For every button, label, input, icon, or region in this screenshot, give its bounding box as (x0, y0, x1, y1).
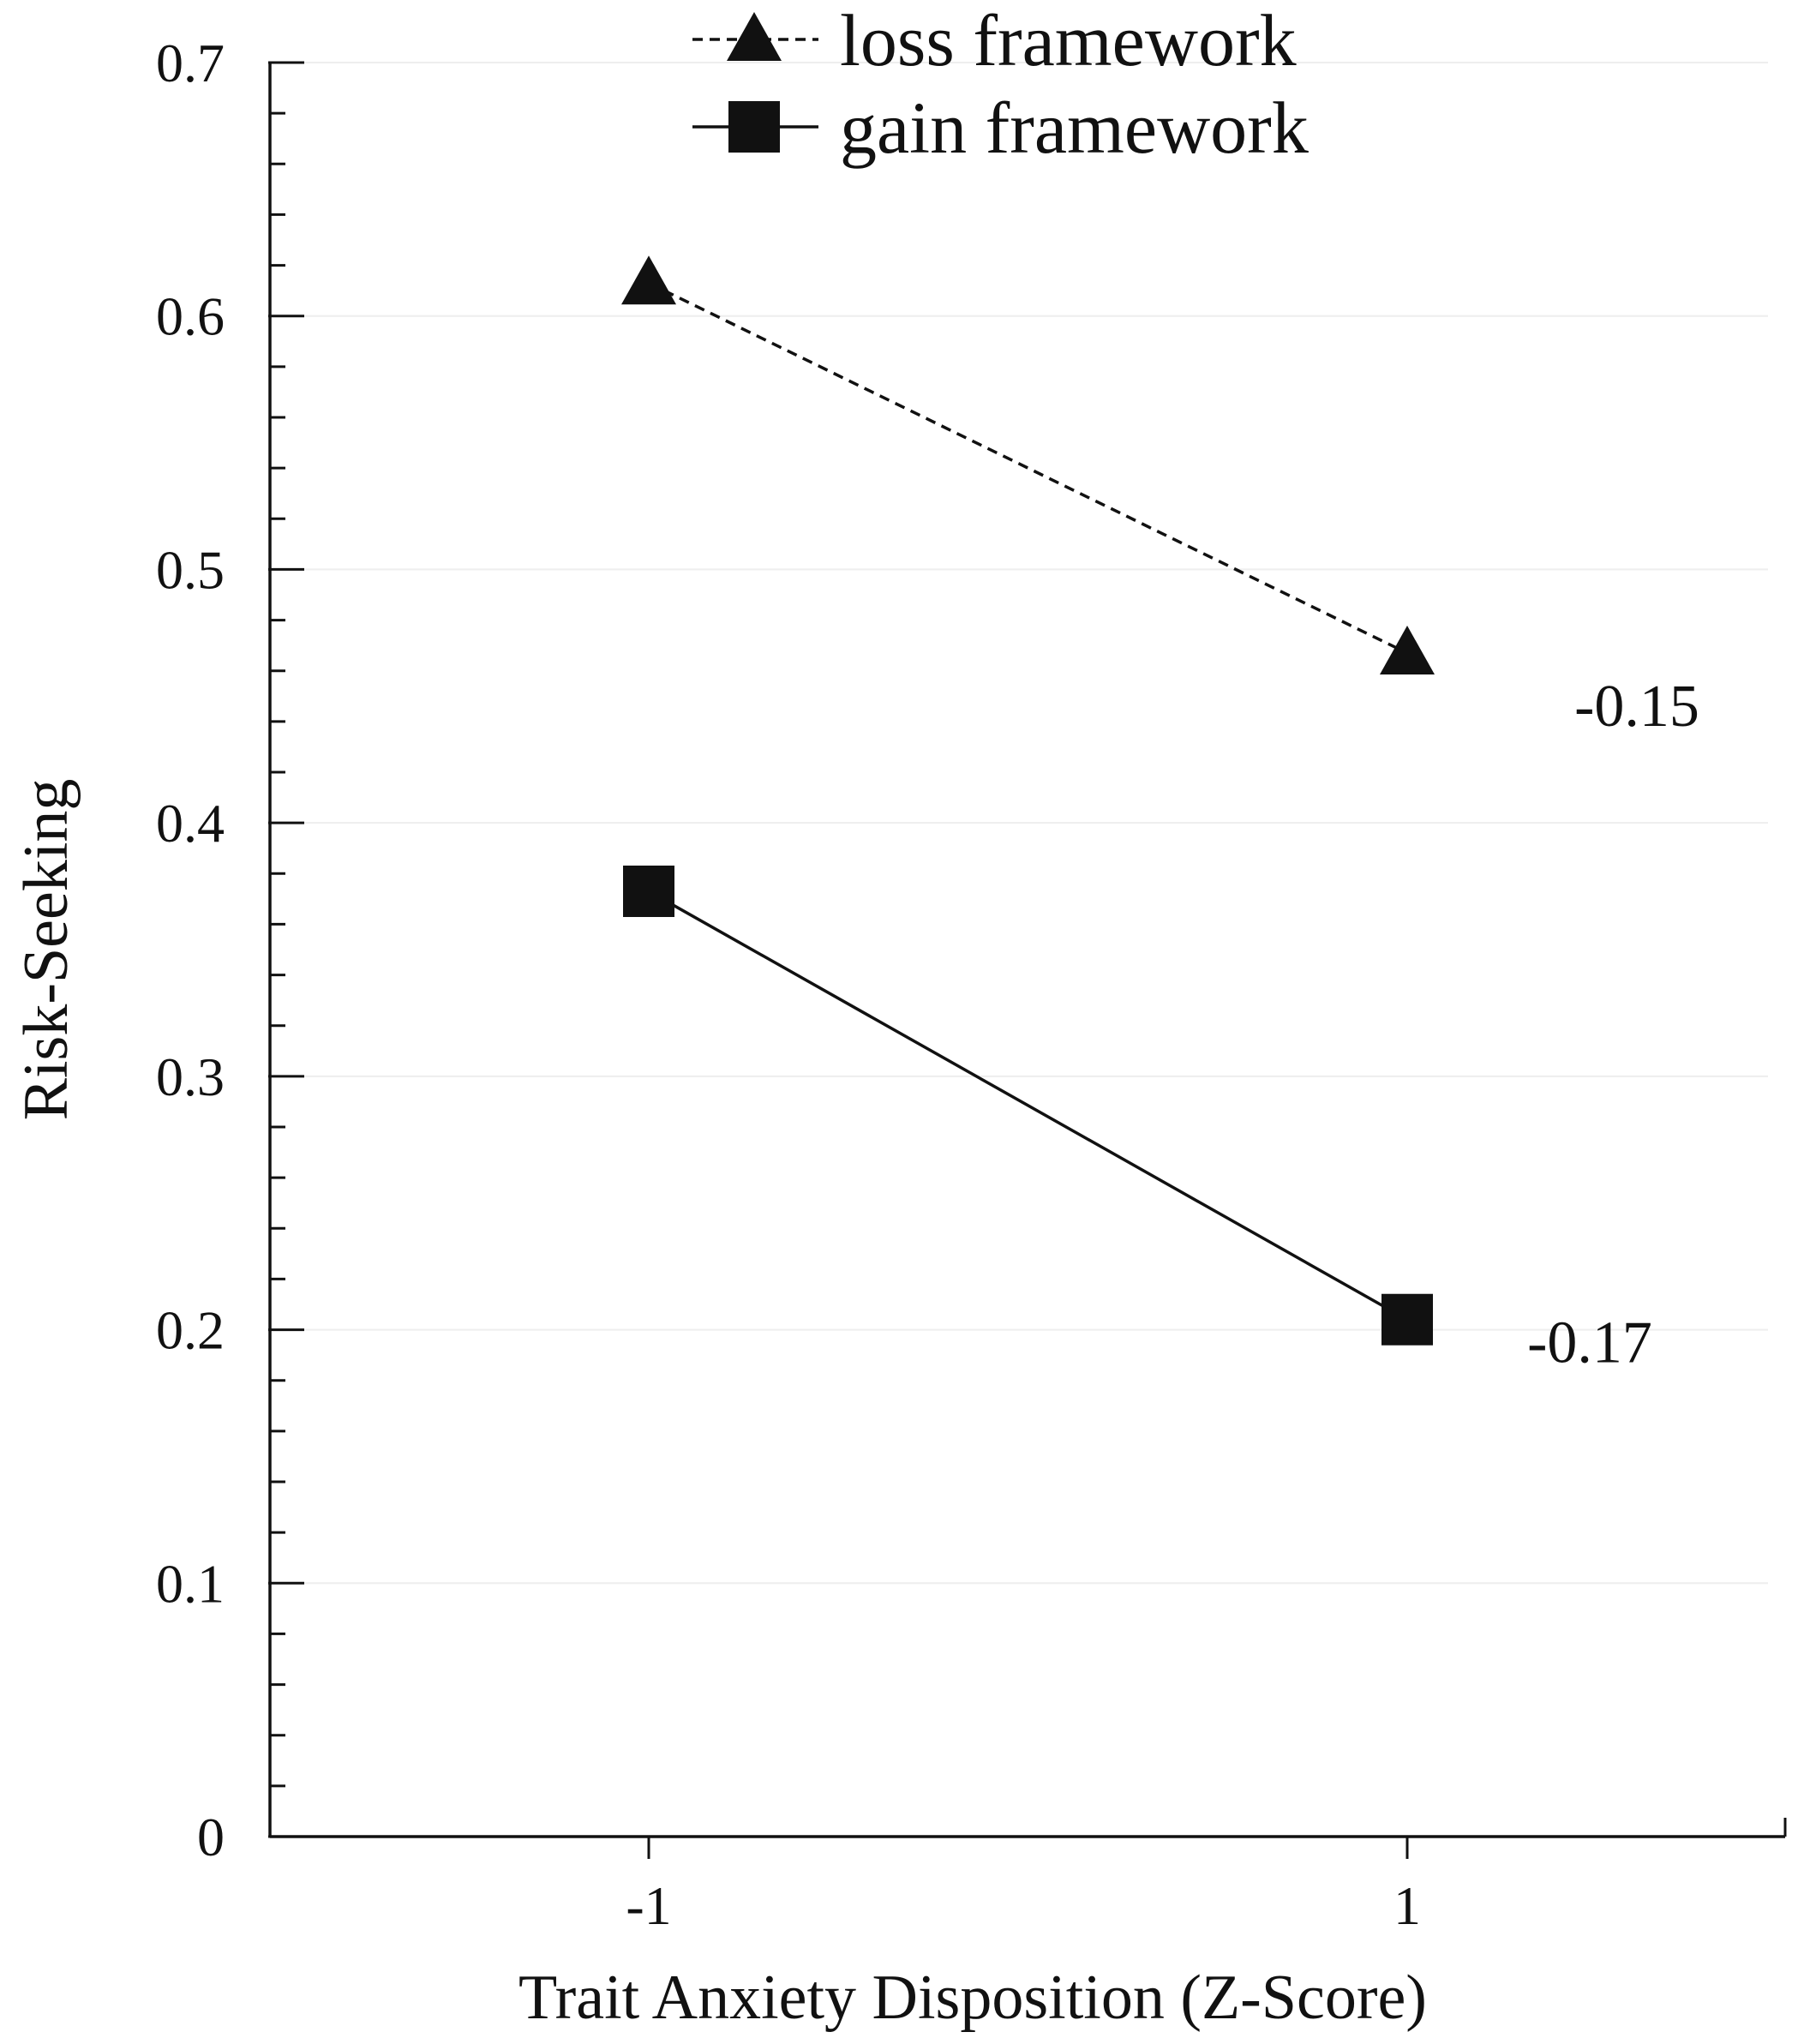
annotations: -0.15 -0.17 (1527, 674, 1699, 1376)
slope-annotation: -0.15 (1574, 674, 1699, 740)
gridlines (270, 62, 1768, 1585)
series-line (648, 890, 1408, 1322)
legend-item: loss framework (692, 0, 1297, 81)
y-tick-label: 0.5 (156, 539, 225, 600)
y-tick-label: 0.1 (156, 1553, 225, 1614)
slope-annotation: -0.17 (1527, 1310, 1652, 1376)
square-marker (623, 865, 674, 917)
y-tick-label: 0.6 (156, 286, 225, 347)
series-line (648, 281, 1408, 655)
x-tick-label: -1 (626, 1875, 671, 1936)
x-axis-title: Trait Anxiety Disposition (Z-Score) (518, 1963, 1427, 2033)
series-gain-framework (623, 865, 1433, 1346)
y-tick-label: 0.2 (156, 1300, 225, 1361)
x-ticks: -1 1 (626, 1837, 1421, 1936)
y-tick-labels: 0 0.1 0.2 0.3 0.4 0.5 0.6 0.7 (156, 33, 225, 1867)
y-tick-label: 0.4 (156, 793, 225, 854)
x-tick-label: 1 (1393, 1875, 1421, 1936)
y-tick-label: 0.3 (156, 1046, 225, 1107)
triangle-marker (621, 255, 676, 305)
series-loss-framework (621, 255, 1435, 674)
series-layer (621, 255, 1435, 1346)
y-tick-label: 0.7 (156, 33, 225, 93)
triangle-marker (1380, 626, 1435, 674)
y-tick-label: 0 (197, 1807, 225, 1867)
legend-item: gain framework (692, 87, 1309, 169)
y-major-ticks (268, 61, 304, 1838)
legend-triangle-marker (727, 12, 782, 61)
square-marker (1381, 1293, 1433, 1346)
legend-label: loss framework (840, 0, 1297, 81)
legend-label: gain framework (840, 87, 1309, 169)
y-minor-ticks (270, 111, 285, 1788)
legend-square-marker (728, 101, 780, 153)
y-axis-title: Risk-Seeking (11, 779, 81, 1121)
